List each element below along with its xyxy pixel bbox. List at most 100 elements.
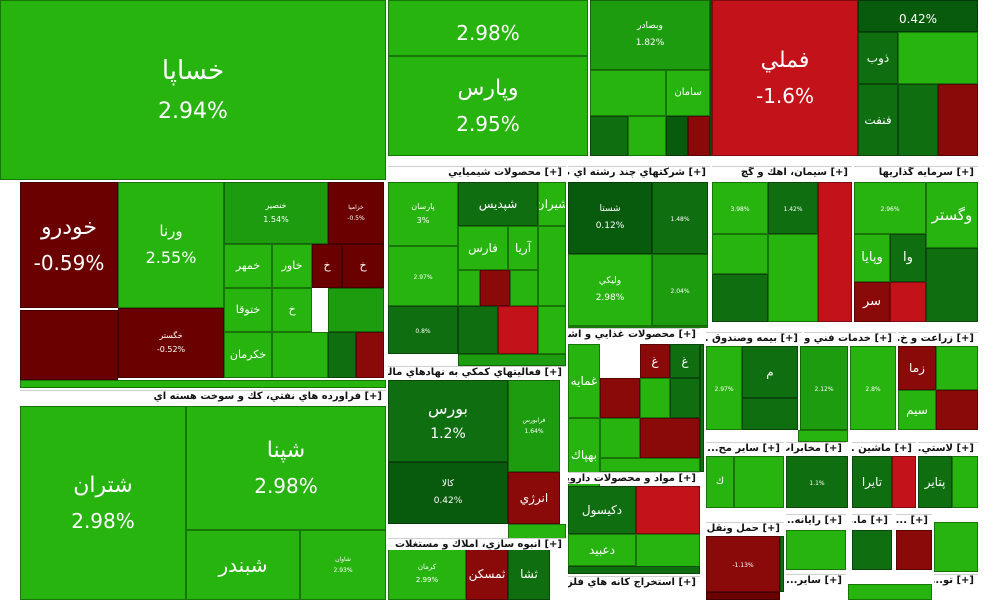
- treemap-tile[interactable]: پتاير: [918, 456, 952, 508]
- treemap-tile[interactable]: كرمان 2.99%: [388, 548, 466, 600]
- group-header[interactable]: [+] فراورده هاي نفتي، كك و سوخت هسته اي: [20, 390, 386, 402]
- treemap-tile[interactable]: [700, 344, 704, 472]
- treemap-tile[interactable]: خ: [272, 288, 312, 332]
- treemap-tile[interactable]: [768, 234, 818, 322]
- treemap-tile[interactable]: وپايا: [854, 234, 890, 282]
- treemap-tile[interactable]: شيران: [538, 182, 566, 226]
- treemap-tile[interactable]: فرابورس 1.64%: [508, 380, 560, 472]
- group-header[interactable]: [+] استخراج كانه هاي فلزي: [568, 576, 700, 588]
- treemap-tile[interactable]: [890, 282, 926, 322]
- treemap-tile[interactable]: [934, 522, 978, 572]
- treemap-tile[interactable]: [356, 332, 384, 378]
- treemap-tile[interactable]: [328, 332, 356, 378]
- treemap-tile[interactable]: [798, 430, 848, 442]
- treemap-tile[interactable]: 3.98%: [712, 182, 768, 234]
- treemap-tile[interactable]: [636, 534, 700, 572]
- treemap-tile[interactable]: [712, 234, 768, 274]
- treemap-tile[interactable]: شاوان 2.93%: [300, 530, 386, 600]
- group-header[interactable]: [+] ساير مح...: [706, 442, 784, 454]
- group-header[interactable]: [+] سيمان، آهك و گچ: [712, 166, 852, 178]
- group-header[interactable]: [+] ...: [896, 514, 932, 526]
- treemap-tile[interactable]: شستا 0.12%: [568, 182, 652, 254]
- treemap-tile[interactable]: دعبيد: [568, 534, 636, 566]
- treemap-tile[interactable]: [852, 530, 892, 570]
- treemap-tile[interactable]: ذوب: [858, 32, 898, 84]
- treemap-tile[interactable]: [20, 380, 386, 388]
- treemap-tile[interactable]: [786, 530, 846, 570]
- treemap-tile[interactable]: [952, 456, 978, 508]
- group-header[interactable]: [+] رايانه...: [786, 514, 846, 526]
- treemap-tile[interactable]: وپارس 2.95%: [388, 56, 588, 156]
- treemap-tile[interactable]: [538, 226, 566, 306]
- treemap-tile[interactable]: خگستر -0.52%: [118, 308, 224, 378]
- treemap-tile[interactable]: 2.97%: [388, 246, 458, 306]
- treemap-tile[interactable]: [926, 248, 978, 322]
- group-header[interactable]: [+] تو...: [934, 574, 978, 586]
- treemap-tile[interactable]: فنفت: [858, 84, 898, 156]
- treemap-tile[interactable]: پارسان 3%: [388, 182, 458, 246]
- treemap-tile[interactable]: [896, 530, 932, 570]
- treemap-tile[interactable]: فارس: [458, 226, 508, 270]
- treemap-tile[interactable]: [458, 354, 566, 366]
- treemap-tile[interactable]: ختوقا: [224, 288, 272, 332]
- group-header[interactable]: [+] زراعت و خ...: [898, 332, 978, 344]
- group-header[interactable]: [+] خدمات فني و ...: [804, 332, 896, 344]
- treemap-tile[interactable]: 2.96%: [854, 182, 926, 234]
- treemap-tile[interactable]: شتران 2.98%: [20, 406, 186, 600]
- treemap-tile[interactable]: -1.13%: [706, 536, 780, 592]
- treemap-tile[interactable]: [706, 592, 780, 600]
- group-header[interactable]: [+] انبوه سازي، املاك و مستغلات: [388, 538, 566, 550]
- treemap-tile[interactable]: شپنا 2.98%: [186, 406, 386, 530]
- treemap-tile[interactable]: خ: [342, 244, 384, 288]
- treemap-tile[interactable]: سامان: [666, 70, 710, 116]
- treemap-tile[interactable]: [480, 270, 510, 306]
- treemap-tile[interactable]: خساپا 2.94%: [0, 0, 386, 180]
- treemap-tile[interactable]: ثمسكن: [466, 548, 508, 600]
- treemap-tile[interactable]: بورس 1.2%: [388, 380, 508, 462]
- treemap-tile[interactable]: [688, 116, 710, 156]
- treemap-tile[interactable]: [458, 270, 480, 306]
- treemap-tile[interactable]: 0.42%: [858, 0, 978, 32]
- treemap-tile[interactable]: 2.8%: [850, 346, 896, 430]
- treemap-tile[interactable]: [538, 306, 566, 354]
- treemap-tile[interactable]: انرژي: [508, 472, 560, 524]
- group-header[interactable]: [+] مواد و محصولات دارويي: [568, 472, 700, 484]
- treemap-tile[interactable]: خودرو -0.59%: [20, 182, 118, 308]
- treemap-tile[interactable]: [742, 398, 798, 430]
- treemap-tile[interactable]: [848, 584, 932, 600]
- treemap-tile[interactable]: غ: [640, 344, 670, 378]
- treemap-tile[interactable]: 2.97%: [706, 346, 742, 430]
- treemap-tile[interactable]: سيم: [898, 390, 936, 430]
- treemap-tile[interactable]: [568, 326, 708, 328]
- group-header[interactable]: [+] محصولات غذايي و آشا...: [568, 328, 700, 340]
- treemap-tile[interactable]: خاور: [272, 244, 312, 288]
- treemap-tile[interactable]: ثشا: [508, 548, 550, 600]
- treemap-tile[interactable]: م: [742, 346, 798, 398]
- treemap-tile[interactable]: [600, 378, 640, 418]
- group-header[interactable]: [+] فعاليتهاي كمكي به نهادهاي مالي وا...: [388, 366, 566, 378]
- group-header[interactable]: [+] ساير...: [786, 574, 846, 586]
- group-header[interactable]: [+] ماشين ...: [852, 442, 916, 454]
- treemap-tile[interactable]: 1.42%: [768, 182, 818, 234]
- group-header[interactable]: [+] محصولات شيميايي: [388, 166, 566, 178]
- treemap-tile[interactable]: خمهر: [224, 244, 272, 288]
- treemap-tile[interactable]: [710, 0, 712, 156]
- treemap-tile[interactable]: ك: [706, 456, 734, 508]
- treemap-tile[interactable]: سر: [854, 282, 890, 322]
- treemap-tile[interactable]: [636, 486, 700, 534]
- treemap-tile[interactable]: [328, 288, 384, 332]
- treemap-tile[interactable]: 1.1%: [786, 456, 848, 508]
- group-header[interactable]: [+] شركتهاي چند رشته اي ص...: [568, 166, 710, 178]
- treemap-tile[interactable]: [590, 70, 666, 116]
- treemap-tile[interactable]: [938, 84, 978, 156]
- treemap-tile[interactable]: [458, 306, 498, 354]
- treemap-tile[interactable]: شبندر: [186, 530, 300, 600]
- treemap-tile[interactable]: [510, 270, 538, 306]
- treemap-tile[interactable]: [600, 458, 700, 472]
- treemap-tile[interactable]: 1.48%: [652, 182, 708, 254]
- treemap-tile[interactable]: تايرا: [852, 456, 892, 508]
- treemap-tile[interactable]: خ: [312, 244, 342, 288]
- treemap-tile[interactable]: غ: [670, 344, 700, 378]
- group-header[interactable]: [+] بيمه وصندوق ...: [706, 332, 802, 344]
- treemap-tile[interactable]: 2.04%: [652, 254, 708, 326]
